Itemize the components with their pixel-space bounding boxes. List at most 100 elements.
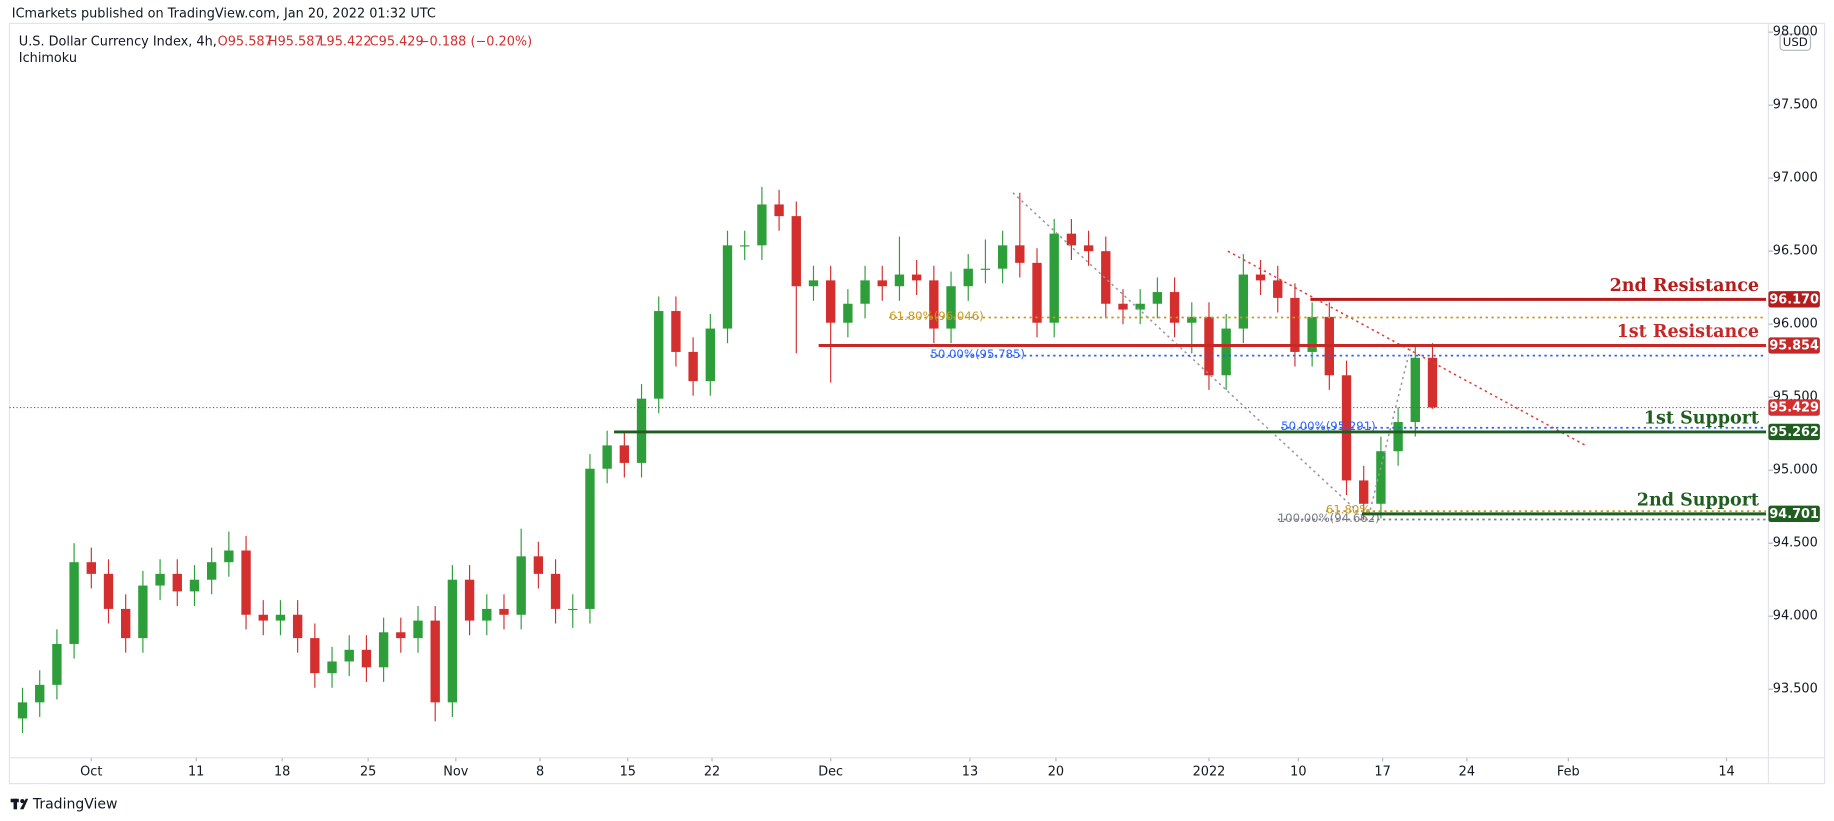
level-name: 2nd Resistance	[1610, 276, 1759, 296]
candle-body	[860, 280, 870, 304]
level-tag-label: 94.701	[1769, 507, 1819, 522]
candle-body	[1273, 280, 1283, 298]
y-tick-label: 96.500	[1773, 244, 1818, 259]
candle-body	[1238, 274, 1249, 329]
candle-body	[275, 614, 286, 621]
last-price-tag	[1768, 399, 1820, 416]
symbol: U.S. Dollar Currency Index, 4h,	[19, 35, 217, 50]
candle-body	[877, 280, 887, 287]
x-tick-label: 14	[1718, 764, 1734, 779]
candle-body	[1290, 297, 1300, 352]
candle-body	[121, 608, 131, 639]
x-tick-label: 10	[1290, 764, 1306, 779]
candle-body	[533, 556, 544, 574]
candle-body	[172, 573, 182, 592]
x-tick-label: Oct	[80, 764, 102, 779]
candle-body	[206, 562, 217, 580]
candle-body	[86, 562, 96, 574]
candle-body	[1083, 245, 1094, 252]
trendline	[1012, 192, 1363, 517]
candle-body	[791, 216, 801, 287]
candle-body	[1376, 451, 1386, 504]
candle-body	[568, 608, 578, 611]
candle-body	[1066, 233, 1077, 246]
last-price-label: 95.429	[1769, 401, 1819, 416]
candle-body	[1187, 316, 1197, 323]
candle-body	[602, 445, 612, 469]
x-tick-label: 25	[360, 764, 376, 779]
candle-body	[946, 286, 956, 329]
candle-body	[258, 614, 268, 621]
x-tick-label: 17	[1374, 764, 1390, 779]
candle-body	[1169, 292, 1180, 323]
x-tick-label: 11	[188, 764, 204, 779]
candle-body	[52, 643, 62, 685]
candle-body	[103, 573, 114, 609]
fib-label: 100.00%(94.662)	[1278, 511, 1380, 525]
y-tick-label: 97.000	[1773, 171, 1818, 186]
candle-body	[327, 661, 337, 674]
level-tag	[1768, 423, 1820, 441]
x-tick-label: Nov	[443, 764, 468, 779]
candles	[17, 186, 1438, 734]
candle-body	[464, 579, 475, 621]
candle-body	[310, 638, 320, 674]
candle-body	[1118, 303, 1128, 310]
candle-body	[378, 632, 389, 668]
candle-body	[825, 280, 836, 323]
candle-body	[963, 268, 973, 287]
x-tick-label: 24	[1459, 764, 1475, 779]
candle-body	[138, 585, 148, 639]
candle-body	[1152, 292, 1163, 304]
y-tick-label: 98.000	[1773, 25, 1818, 40]
candle-body	[224, 550, 234, 563]
ohlc-low: L95.422	[319, 35, 371, 50]
level-tag	[1768, 505, 1820, 523]
currency: USD	[1783, 35, 1808, 49]
candle-body	[1135, 303, 1145, 310]
y-tick-label: 94.000	[1773, 609, 1818, 624]
candle-body	[705, 328, 715, 382]
x-tick-label: 13	[962, 764, 978, 779]
fib-label: 50.00%(95.785)	[930, 347, 1025, 361]
candle-body	[1221, 328, 1231, 376]
candle-body	[808, 280, 819, 287]
trendline	[1227, 250, 1586, 447]
candle-body	[430, 620, 440, 703]
candle-body	[292, 614, 303, 639]
candle-body	[1410, 357, 1420, 423]
y-tick-label: 97.500	[1773, 98, 1818, 113]
candle-body	[1359, 480, 1369, 504]
candle-body	[1393, 422, 1403, 452]
x-tick-label: 15	[620, 764, 636, 779]
x-tick-label: 8	[536, 764, 544, 779]
candle-body	[1101, 251, 1111, 304]
candle-body	[654, 311, 664, 399]
level-tag-label: 95.262	[1769, 425, 1819, 440]
candle-body	[499, 608, 509, 615]
candle-body	[740, 245, 750, 247]
candle-body	[1049, 233, 1059, 323]
level-tag-label: 95.854	[1769, 339, 1819, 354]
ohlc-close: C95.429	[370, 35, 424, 50]
candle-body	[17, 702, 28, 719]
candle-body	[189, 579, 200, 592]
candle-body	[35, 684, 45, 703]
candle-body	[722, 245, 733, 329]
level-tag	[1768, 291, 1820, 308]
level-name: 1st Support	[1644, 409, 1760, 429]
candle-body	[688, 351, 698, 382]
candle-body	[671, 311, 681, 352]
candle-body	[1307, 316, 1317, 352]
published: ICmarkets published on TradingView.com, …	[12, 7, 436, 22]
candle-body	[843, 303, 853, 323]
fib-label: 61.80%	[1326, 502, 1371, 516]
x-tick-label: Feb	[1557, 764, 1580, 779]
x-tick-label: 18	[274, 764, 290, 779]
x-tick-label: 20	[1048, 764, 1064, 779]
candle-body	[447, 579, 458, 703]
candle-body	[757, 204, 767, 246]
level-tag	[1768, 337, 1820, 354]
